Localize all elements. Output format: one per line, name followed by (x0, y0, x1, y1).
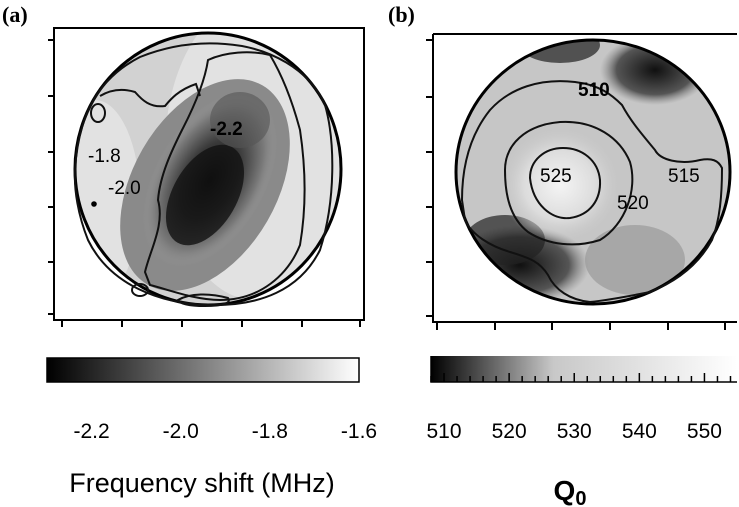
panel-b-x-ticks (436, 322, 726, 330)
panel-b-colorbar-tick-labels: 510 520 530 540 550 (426, 420, 721, 443)
panel-b-contours (460, 80, 724, 304)
panel-a-marker-dot (91, 201, 97, 207)
panel-b-colorbar-tick-0: 510 (426, 420, 461, 443)
panel-a-colorbar-tick-2: -1.8 (252, 420, 288, 443)
panel-a-contour-label-2: -2.0 (108, 178, 141, 199)
panel-a-label: (a) (2, 2, 28, 27)
panel-a-contours (73, 42, 334, 308)
panel-b-y-ticks (426, 39, 433, 317)
panel-a-colorbar-tick-0: -2.2 (73, 420, 109, 443)
panel-a-colorbar-tick-labels: -2.2 -2.0 -1.8 -1.6 (73, 420, 377, 443)
panel-b-label: (b) (388, 2, 415, 27)
panel-b-colorbar-tick-2: 530 (557, 420, 592, 443)
panel-b-colorbar-label: Q0 (554, 475, 587, 507)
panel-b-colorbar-tick-1: 520 (492, 420, 527, 443)
panel-b-frame (432, 33, 737, 323)
panel-b: (b) (388, 2, 737, 507)
panel-a: (a) (2, 2, 377, 498)
panel-b-colorbar-tick-3: 540 (622, 420, 657, 443)
panel-a-contour-label-1: -1.8 (88, 146, 121, 167)
panel-a-heatmap (73, 31, 343, 307)
panel-a-colorbar-label: Frequency shift (MHz) (69, 468, 335, 498)
panel-b-contour-label-3: 520 (617, 193, 649, 214)
panel-a-colorbar-tick-1: -2.0 (163, 420, 199, 443)
panel-a-contour-label-3: -2.2 (210, 119, 243, 140)
panel-b-contour-label-4: 525 (540, 166, 572, 187)
panel-a-y-ticks (48, 39, 54, 315)
panel-b-contour-label-2: 515 (668, 166, 700, 187)
panel-a-colorbar (46, 357, 360, 383)
panel-a-x-ticks (61, 320, 361, 327)
panel-b-colorbar-tick-4: 550 (687, 420, 722, 443)
panel-a-frame (53, 27, 365, 321)
panel-a-colorbar-tick-3: -1.6 (341, 420, 377, 443)
panel-b-contour-label-1: 510 (578, 80, 610, 101)
panel-b-colorbar (430, 356, 737, 383)
